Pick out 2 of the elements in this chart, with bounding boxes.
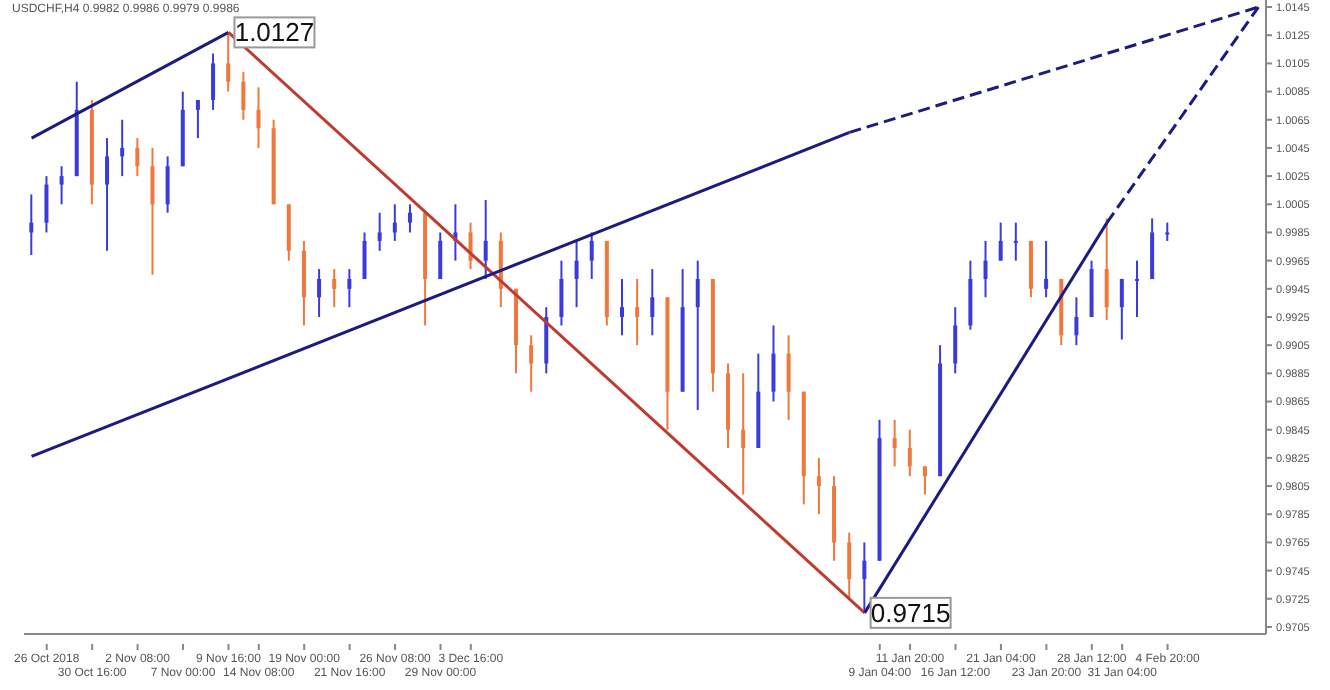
annotation: 0.9715 bbox=[870, 597, 951, 628]
annotation: 1.0127 bbox=[234, 17, 315, 48]
